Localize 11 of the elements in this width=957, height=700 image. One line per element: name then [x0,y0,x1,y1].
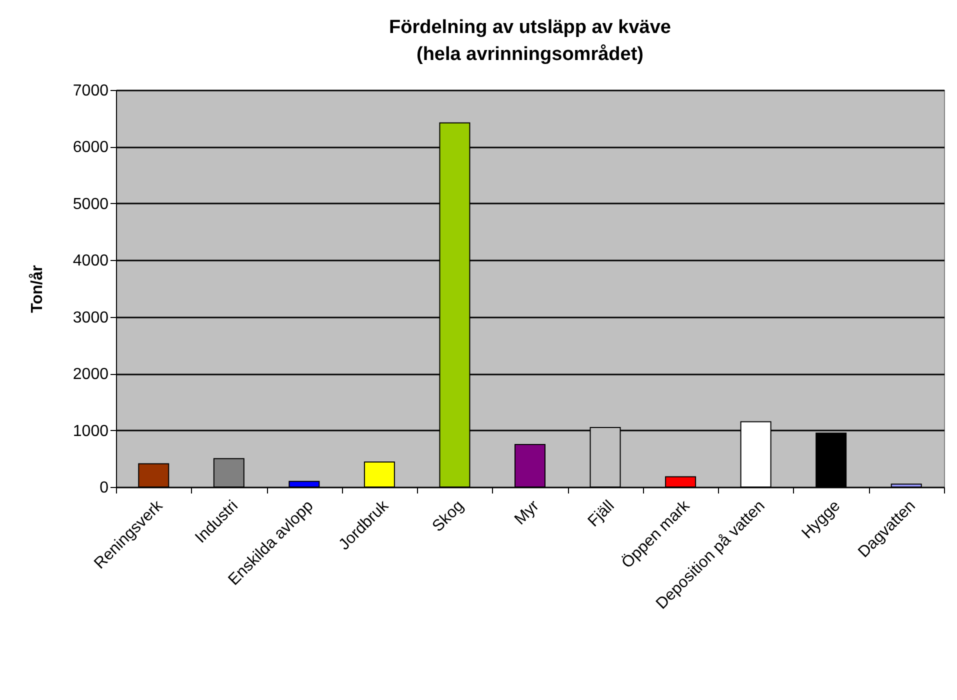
y-tick-label: 7000 [72,82,109,100]
y-axis-title: Ton/år [28,265,46,313]
y-tick-label: 6000 [72,139,109,156]
chart-title: Fördelning av utsläpp av kväve (hela avrinningsområdet) [389,17,671,65]
y-tick-label: 4000 [72,252,109,270]
x-tick-label: Myr [512,497,543,528]
y-tick-label: 5000 [72,196,109,213]
y-tick-label: 3000 [72,309,109,326]
y-tick-label: 1000 [72,422,109,440]
y-tick-label: 0 [100,480,109,496]
y-tick-label: 2000 [72,366,109,384]
